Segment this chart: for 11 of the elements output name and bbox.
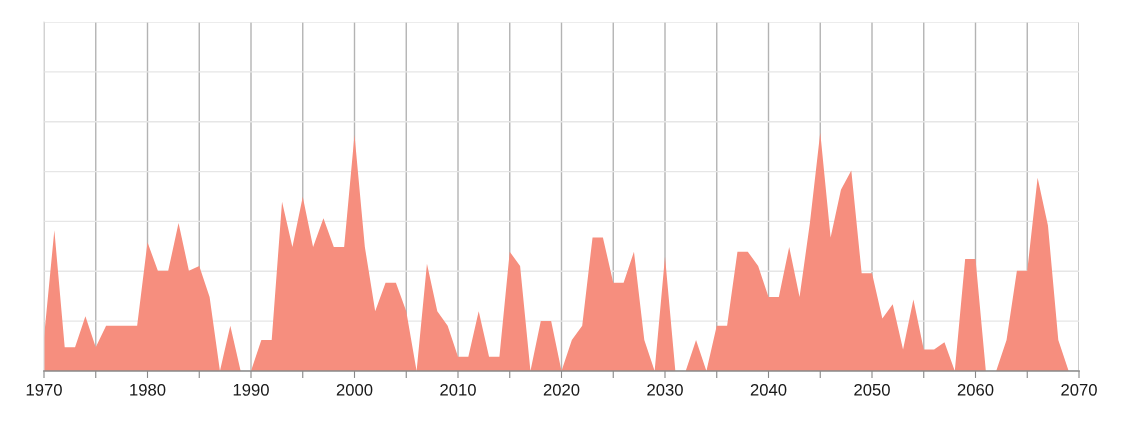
x-tick-label: 2030: [647, 383, 683, 396]
x-tick-label: 1980: [130, 383, 166, 396]
x-tick-label: 2050: [854, 383, 890, 396]
x-tick-label: 2070: [1061, 383, 1097, 396]
x-tick-label: 1970: [26, 383, 62, 396]
x-tick-label: 2000: [336, 383, 373, 396]
x-tick-label: 2040: [750, 383, 787, 396]
x-tick-label: 1990: [233, 383, 269, 396]
x-tick-label: 2010: [440, 383, 476, 396]
x-tick-label: 2060: [957, 383, 994, 396]
x-tick-label: 2020: [543, 383, 580, 396]
